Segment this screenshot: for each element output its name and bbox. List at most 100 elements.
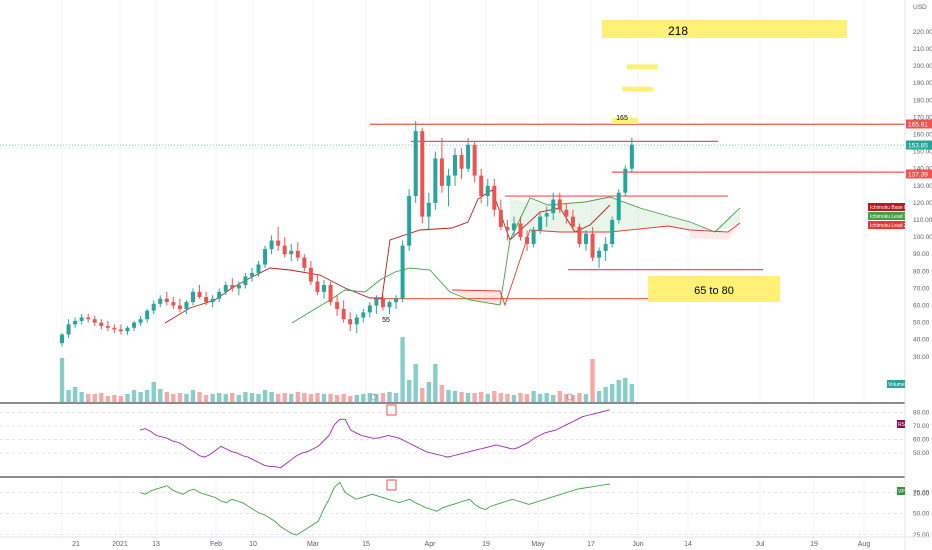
- annotation-55: 55: [382, 317, 390, 324]
- candle-body: [243, 276, 248, 285]
- time-tick: 15: [362, 541, 370, 548]
- volume-bar: [603, 387, 608, 402]
- time-tick: 19: [810, 541, 818, 548]
- target-box: [622, 86, 653, 92]
- candle-body: [138, 319, 143, 323]
- candle-body: [269, 240, 274, 250]
- price-tick: 90.00: [913, 251, 930, 258]
- candle-body: [479, 175, 484, 197]
- time-tick: 14: [684, 541, 692, 548]
- candle-body: [361, 312, 366, 318]
- candle-body: [446, 175, 451, 186]
- time-tick: May: [531, 541, 545, 548]
- candle-body: [394, 298, 399, 303]
- candle-body: [367, 305, 372, 313]
- ichimoku-lead-2: [451, 222, 741, 307]
- legend-tag-label: Ichimoku Lead 1: [870, 214, 907, 220]
- volume-bar: [275, 394, 281, 402]
- price-tick: 70.00: [913, 285, 930, 292]
- volume-bar: [243, 392, 248, 402]
- candle-body: [492, 185, 497, 210]
- candle-body: [380, 298, 385, 308]
- price-tick: 130.00: [913, 183, 932, 190]
- candle-body: [603, 243, 608, 251]
- candle-body: [125, 327, 130, 332]
- volume-bar: [583, 394, 589, 402]
- volume-bar: [531, 391, 536, 402]
- price-badge: [906, 169, 932, 179]
- candle-body: [544, 213, 549, 217]
- volume-bar: [328, 394, 333, 402]
- candle-body: [459, 155, 464, 169]
- volume-bar: [616, 380, 621, 402]
- price-tick: 120.00: [913, 200, 932, 207]
- time-tick: Apr: [425, 541, 437, 548]
- time-tick: 19: [482, 541, 490, 548]
- price-tick: 170.00: [913, 114, 932, 121]
- legend-tag-label: Ichimoku Base Line: [870, 205, 914, 211]
- price-tick: 190.00: [913, 80, 932, 87]
- target-zones: [602, 20, 847, 302]
- volume-tag-label: Volume: [888, 382, 905, 388]
- candle-body: [570, 216, 575, 227]
- volume-bar: [465, 393, 471, 402]
- volume-bar: [380, 393, 386, 402]
- candle-body: [335, 302, 340, 309]
- volume-bar: [518, 393, 523, 402]
- volume-bar: [210, 394, 215, 402]
- vp-tick: 25.00: [913, 532, 930, 539]
- candle-body: [145, 310, 150, 320]
- time-axis[interactable]: 21 2021 13 Feb 10 Mar 15 Apr 19 May 17 Jun 14 Jul 19 Au…: [0, 536, 932, 548]
- rsi-pane: [0, 404, 905, 476]
- candle-body: [105, 326, 110, 328]
- volume-bar: [452, 391, 458, 402]
- candle-body: [322, 285, 326, 292]
- candle-body: [407, 196, 412, 246]
- candle-body: [282, 245, 287, 255]
- volume-bar: [72, 387, 78, 402]
- price-badge-label: 153.85: [908, 143, 928, 150]
- volume-bar: [289, 394, 294, 402]
- volume-bar: [374, 394, 379, 402]
- candle-body: [505, 226, 510, 231]
- volume-bar: [171, 394, 176, 402]
- currency-label: USD: [913, 4, 927, 11]
- candle-body: [60, 334, 64, 344]
- candle-body: [249, 273, 254, 277]
- vp-line: [139, 481, 610, 536]
- rsi-tick: 70.00: [913, 423, 930, 430]
- volume-bar: [511, 395, 517, 402]
- volume-bar: [269, 392, 274, 402]
- volume-bar: [118, 396, 124, 402]
- candle-body: [387, 302, 392, 308]
- candle-body: [263, 249, 268, 265]
- candle-body: [616, 192, 621, 221]
- candle-body: [472, 144, 477, 176]
- volume-bar: [479, 392, 484, 402]
- candle-body: [118, 329, 123, 332]
- candle-body: [597, 250, 602, 258]
- volume-bar: [282, 393, 287, 402]
- event-marker: [566, 393, 574, 401]
- volume-bar: [151, 382, 156, 402]
- volume-bar: [406, 380, 412, 402]
- rsi-tag: [897, 420, 905, 428]
- candle-body: [374, 298, 379, 306]
- volume-bar: [217, 393, 222, 402]
- price-tick: 140.00: [913, 166, 932, 173]
- time-tick: 21: [72, 541, 80, 548]
- candle-body: [184, 302, 189, 309]
- candle-body: [531, 230, 536, 244]
- price-axis[interactable]: USD220.00210.00200.00190.00180.00170.001…: [904, 0, 932, 550]
- volume-bar: [629, 384, 635, 402]
- target-box-65-80: [648, 276, 780, 302]
- volume-bar: [164, 392, 169, 402]
- candle-body: [191, 291, 195, 303]
- candle-body: [73, 320, 78, 325]
- volume-bar: [184, 394, 189, 402]
- candle-body: [511, 223, 516, 231]
- target-box-165: [612, 118, 638, 124]
- volume-bar: [492, 391, 497, 402]
- volume-bar: [537, 394, 543, 402]
- volume-bar: [138, 392, 143, 402]
